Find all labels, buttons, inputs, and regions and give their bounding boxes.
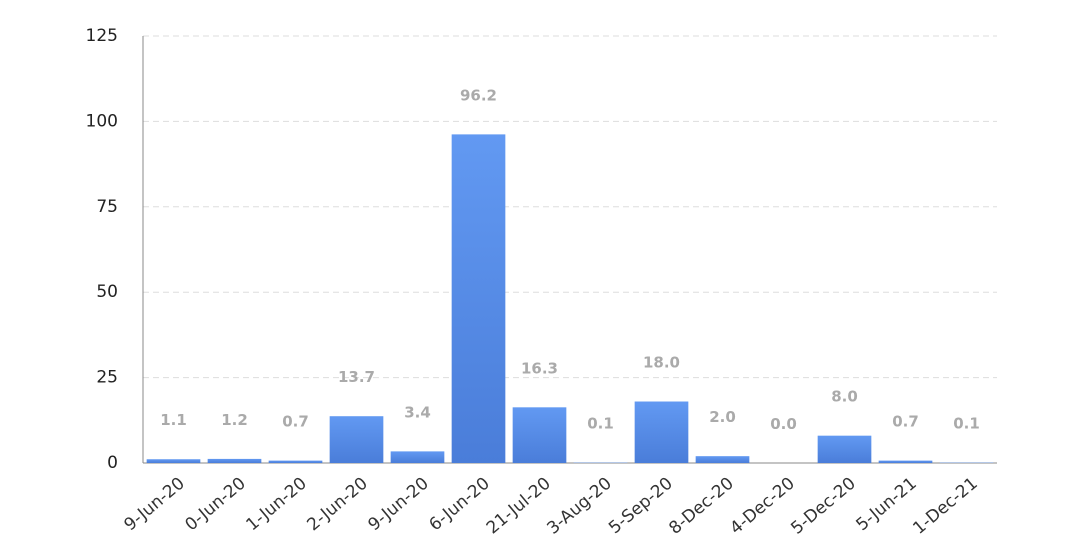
value-label: 1.2 [221,411,248,429]
x-tick-label: 21-Jul-20 [483,474,555,539]
x-tick-label: 5-Sep-20 [605,474,677,539]
y-tick-label: 75 [96,197,118,217]
value-label: 16.3 [521,359,558,377]
x-tick-label: 5-Dec-20 [787,474,859,539]
x-tick-label: 1-Jun-20 [243,474,311,536]
value-label: 0.1 [953,415,980,433]
value-label: 13.7 [338,368,375,386]
value-label: 0.7 [892,413,919,431]
bar [146,459,201,463]
bar [817,435,872,463]
y-tick-label: 125 [86,26,118,46]
y-tick-label: 0 [107,453,118,473]
bar [329,416,384,463]
bar [695,456,750,463]
x-tick-label: 6-Jun-20 [426,474,494,536]
y-tick-label: 25 [96,368,118,388]
value-label: 0.0 [770,415,797,433]
x-tick-label: 2-Jun-20 [304,474,372,536]
x-tick-label: 8-Dec-20 [665,474,737,539]
value-label: 2.0 [709,408,736,426]
y-tick-label: 100 [86,111,118,131]
x-tick-label: 9-Jun-20 [365,474,433,536]
x-tick-label: 4-Dec-20 [726,474,798,539]
bar [207,458,262,463]
bar [451,134,506,463]
value-label: 3.4 [404,403,431,421]
bar [512,407,567,463]
value-label: 0.7 [282,413,309,431]
x-tick-label: 1-Dec-21 [909,474,981,539]
x-tick-label: 3-Aug-20 [543,474,615,539]
value-label: 8.0 [831,388,858,406]
bar [634,401,689,463]
value-label: 96.2 [460,86,497,104]
bar [390,451,445,463]
value-label: 18.0 [643,354,680,372]
y-tick-label: 50 [96,282,118,302]
bar [268,460,323,463]
value-label: 1.1 [160,411,187,429]
x-tick-label: 9-Jun-20 [121,474,189,536]
x-tick-label: 0-Jun-20 [182,474,250,536]
bar [878,460,933,463]
value-label: 0.1 [587,415,614,433]
